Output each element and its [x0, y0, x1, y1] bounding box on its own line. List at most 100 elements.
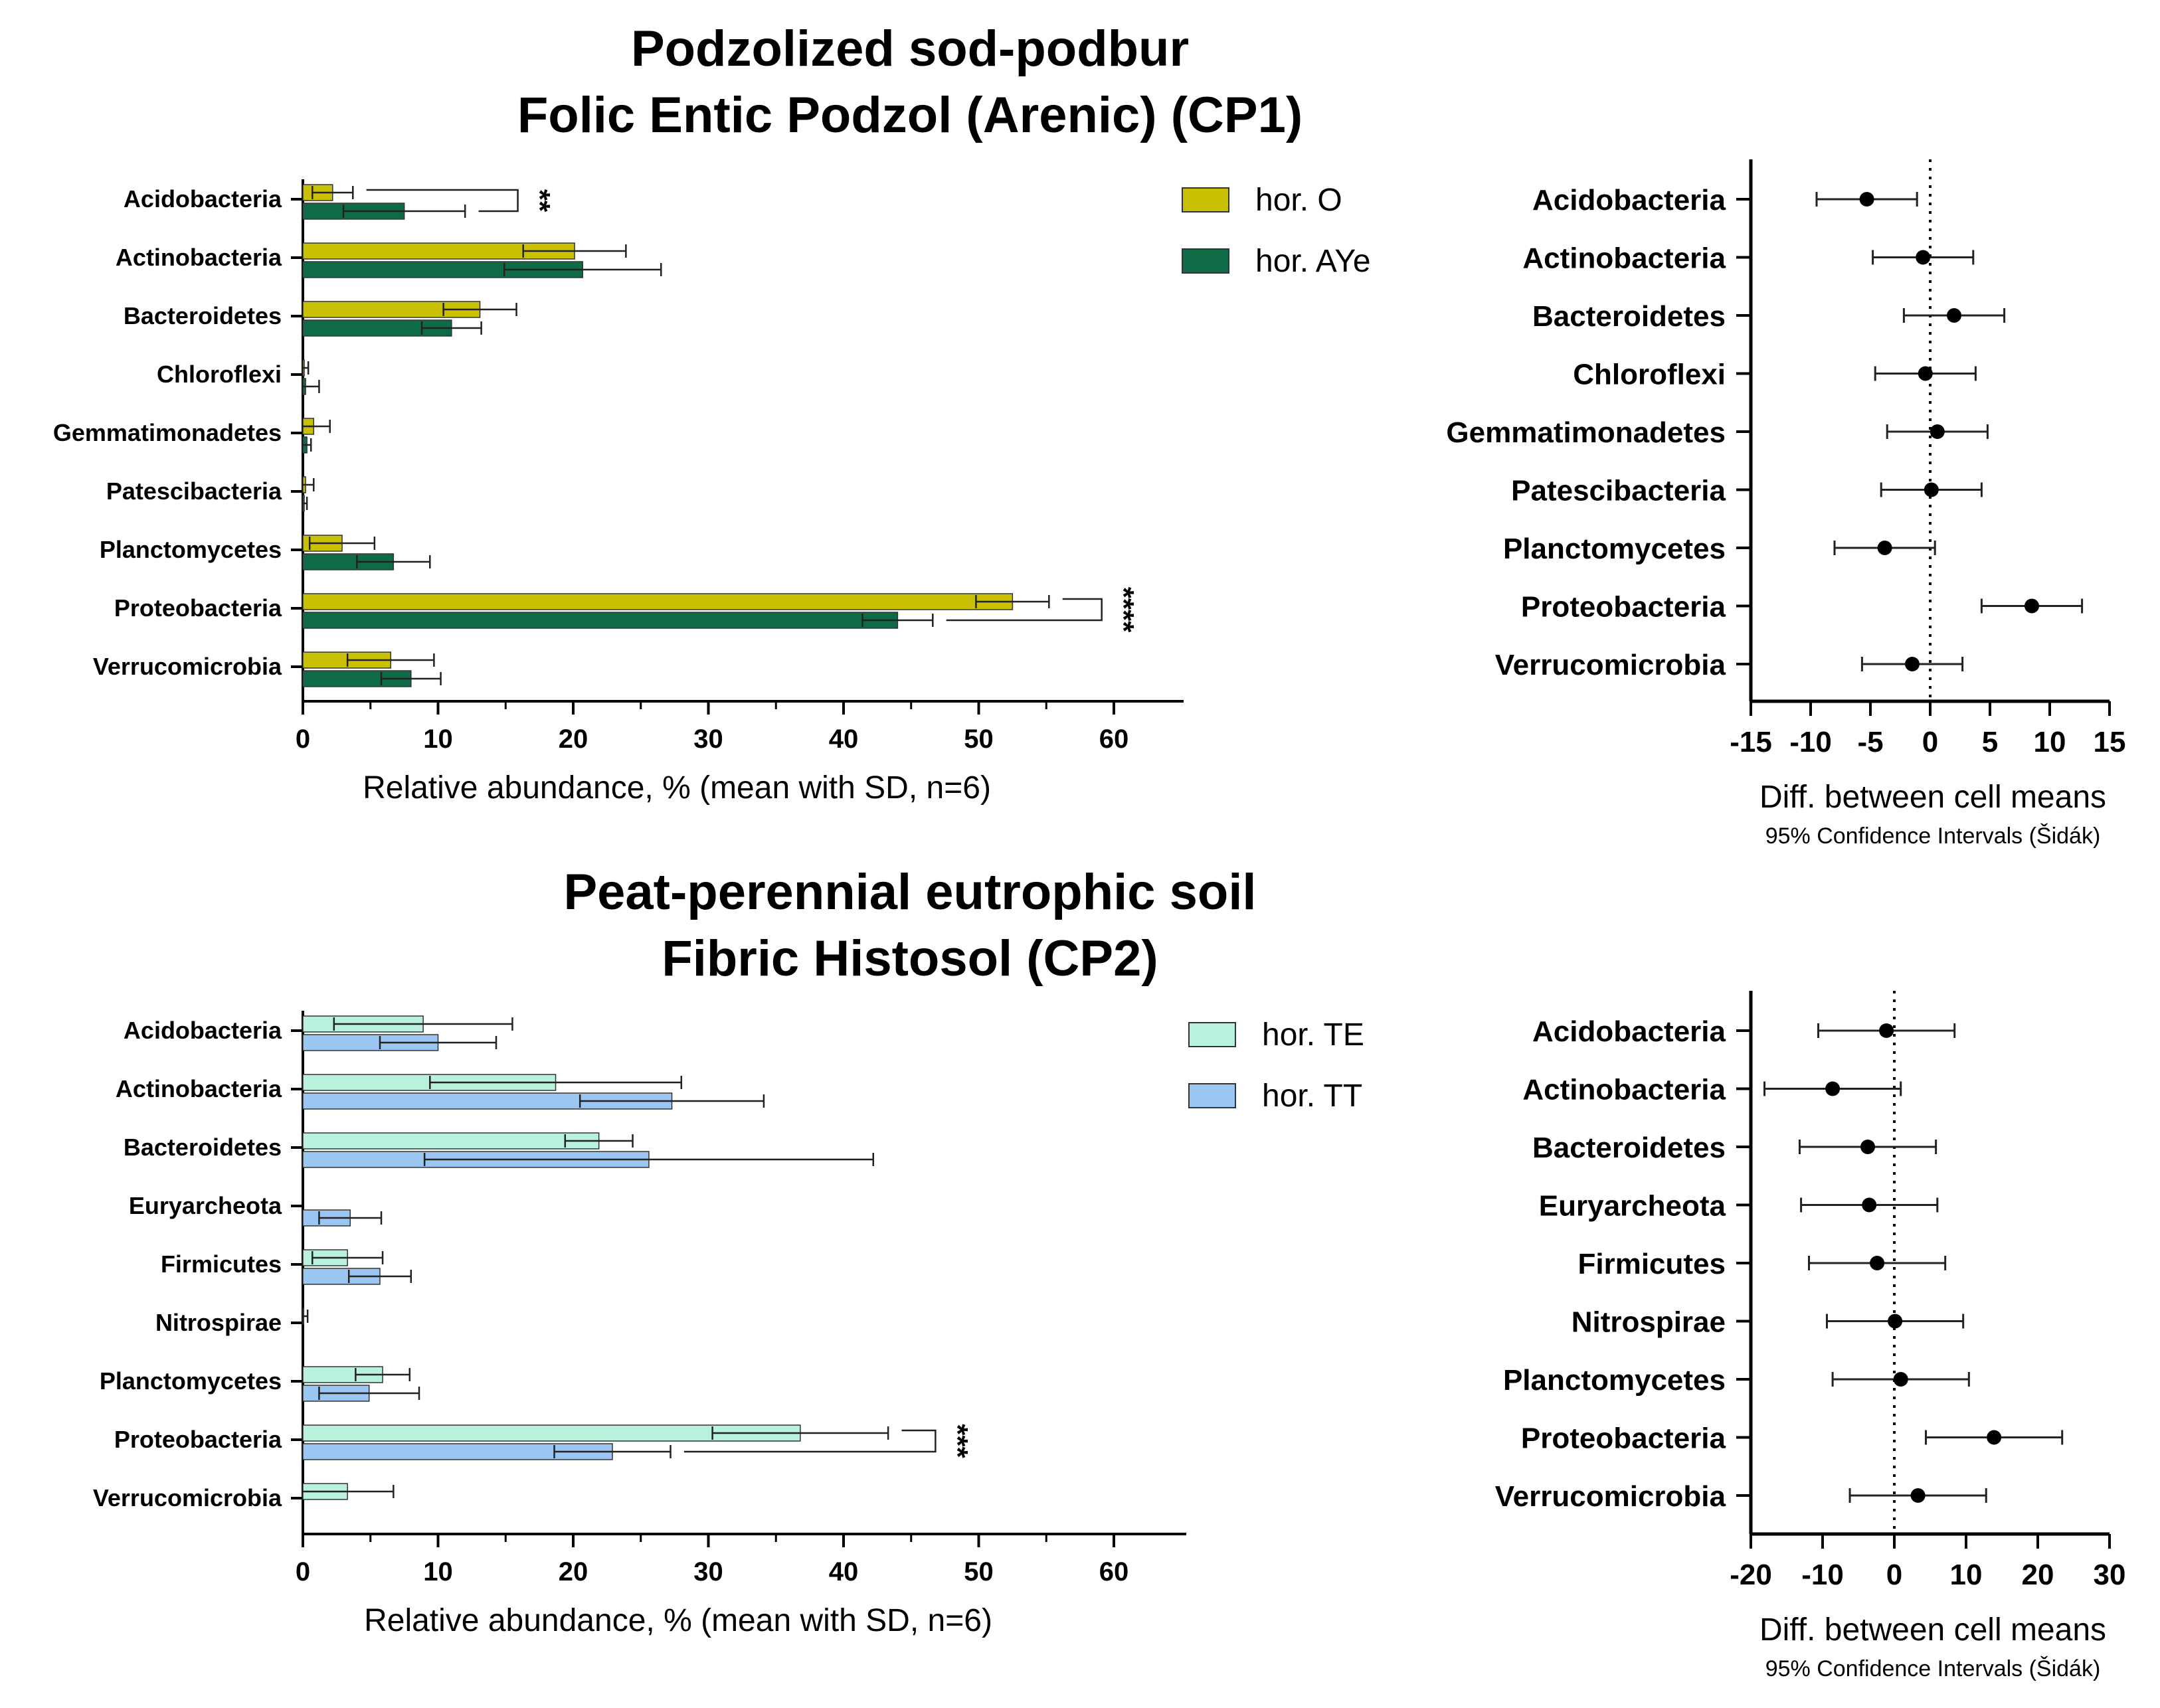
cp1_ci-xtick-label: -5	[1857, 726, 1883, 758]
cp1_bar-category-label: Verrucomicrobia	[93, 653, 282, 680]
cp2_bar-category-label: Actinobacteria	[116, 1075, 282, 1102]
cp2_bar-legend-label: hor. TT	[1262, 1078, 1362, 1114]
cp1_bar-significance-bracket	[946, 598, 1103, 622]
cp2_bar-category-label: Euryarcheota	[129, 1192, 282, 1219]
cp1_bar-x-axis-title: Relative abundance, % (mean with SD, n=6…	[363, 770, 991, 806]
cp2_ci-xtick-label: -10	[1801, 1559, 1844, 1591]
cp2_bar-legend-label: hor. TE	[1262, 1017, 1364, 1053]
cp2_ci-category-label: Nitrospirae	[1572, 1306, 1726, 1339]
cp1_bar-xtick-label: 50	[964, 725, 994, 754]
cp1_bar-xtick-label: 40	[829, 725, 859, 754]
cp1_ci-category-label: Actinobacteria	[1522, 242, 1726, 275]
cp1_bar-significance-bracket	[366, 189, 519, 213]
cp1_bar-category-label: Acidobacteria	[124, 185, 282, 213]
cp1_ci-category-label: Proteobacteria	[1521, 591, 1726, 624]
cp2_bar-xtick-label: 10	[423, 1557, 453, 1586]
cp2_ci-mean-point	[1825, 1081, 1841, 1096]
cp1_ci-xtick-label: 5	[1982, 726, 1998, 758]
cp2_ci-xtick-label: 30	[2094, 1559, 2126, 1591]
cp2_bar-xtick-label: 40	[829, 1557, 859, 1586]
cp2_bar-significance-bracket	[683, 1429, 937, 1453]
cp2_bar-category-label: Planctomycetes	[100, 1367, 282, 1395]
cp2_ci-mean-point	[1893, 1372, 1908, 1387]
cp1_ci-category-label: Chloroflexi	[1573, 359, 1726, 391]
cp2_ci-mean-point	[1888, 1314, 1903, 1329]
cp2_bar-significance-label: ***	[941, 1424, 974, 1458]
cp2_bar-x-axis-title: Relative abundance, % (mean with SD, n=6…	[364, 1603, 992, 1638]
cp1_ci-mean-point	[2025, 598, 2039, 614]
cp2_bar-xtick-label: 50	[964, 1557, 994, 1586]
cp2_ci-mean-point	[1870, 1256, 1885, 1270]
cp1_ci-xtick-label: -10	[1789, 726, 1832, 758]
cp2_ci-mean-point	[1862, 1197, 1877, 1213]
cp1_ci-mean-point	[1947, 308, 1961, 323]
cp2_bar-legend-swatch	[1188, 1022, 1236, 1047]
cp1_bar-legend-swatch	[1182, 187, 1229, 213]
cp2_ci-category-label: Proteobacteria	[1521, 1422, 1726, 1455]
cp1_ci-category-label: Gemmatimonadetes	[1446, 416, 1726, 449]
cp2_ci-category-label: Verrucomicrobia	[1495, 1480, 1726, 1513]
cp2_ci-mean-point	[1860, 1140, 1876, 1154]
cp2_ci-xtick-label: -20	[1730, 1559, 1772, 1591]
cp1_bar-category-label: Chloroflexi	[157, 361, 282, 388]
cp1_ci-category-label: Acidobacteria	[1532, 184, 1726, 216]
cp1_ci-category-label: Verrucomicrobia	[1495, 649, 1726, 681]
cp1_bar-category-label: Gemmatimonadetes	[53, 419, 282, 446]
cp1_bar-category-label: Bacteroidetes	[124, 302, 282, 329]
cp2_bar-category-label: Bacteroidetes	[124, 1134, 282, 1161]
cp1_ci-mean-point	[1916, 250, 1931, 265]
cp1_ci-category-label: Patescibacteria	[1511, 475, 1726, 507]
cp2_bar-legend-swatch	[1188, 1083, 1236, 1108]
cp2_ci-mean-point	[1987, 1430, 2002, 1445]
cp1_ci-xtick-label: 15	[2094, 726, 2126, 758]
cp2_bar-category-label: Verrucomicrobia	[93, 1484, 282, 1511]
cp1_ci-mean-point	[1924, 482, 1939, 497]
cp1_bar-xtick-label: 0	[296, 725, 310, 754]
cp1_ci-xtick-label: 0	[1922, 726, 1938, 758]
cp1_bar-significance-label: ****	[1107, 587, 1140, 633]
cp2_bar-category-label: Firmicutes	[161, 1250, 282, 1278]
cp2_bar-category-label: Nitrospirae	[155, 1309, 282, 1336]
cp2_ci-xtick-label: 0	[1886, 1559, 1902, 1591]
cp2_bar-xtick-label: 30	[693, 1557, 723, 1586]
cp1_bar-xtick-label: 20	[559, 725, 588, 754]
cp1_bar-bar-s1	[302, 593, 1014, 610]
cp1_ci-mean-point	[1918, 366, 1933, 381]
cp1_bar-legend-label: hor. O	[1255, 183, 1342, 218]
top-title-line1: Podzolized sod-podbur	[630, 21, 1190, 77]
bottom-title-line1: Peat-perennial eutrophic soil	[563, 864, 1257, 920]
cp2_bar-xtick-label: 60	[1099, 1557, 1129, 1586]
bottom-title-line2: Fibric Histosol (CP2)	[662, 930, 1158, 987]
cp2_ci-xtick-label: 20	[2022, 1559, 2054, 1591]
cp2_ci-mean-point	[1879, 1023, 1894, 1038]
top-title-line2: Folic Entic Podzol (Arenic) (CP1)	[517, 87, 1303, 143]
cp2_bar-category-label: Proteobacteria	[114, 1426, 282, 1453]
cp2_ci-mean-point	[1910, 1488, 1926, 1503]
cp2_ci-category-label: Firmicutes	[1577, 1248, 1726, 1280]
cp1_ci-mean-point	[1877, 541, 1892, 555]
cp1_bar-xtick-label: 10	[423, 725, 453, 754]
cp1_bar-significance-label: **	[523, 189, 556, 213]
cp2_ci-subtitle: 95% Confidence Intervals (Šidák)	[1765, 1656, 2101, 1681]
cp1_bar-xtick-label: 30	[693, 725, 723, 754]
cp1_ci-mean-point	[1859, 192, 1874, 207]
cp2_ci-xtick-label: 10	[1950, 1559, 1983, 1591]
cp2_ci-x-axis-title: Diff. between cell means	[1759, 1612, 2106, 1648]
cp1_bar-category-label: Planctomycetes	[100, 536, 282, 563]
cp1_ci-mean-point	[1905, 657, 1920, 671]
cp1_bar-category-label: Patescibacteria	[106, 477, 282, 505]
cp2_bar-category-label: Acidobacteria	[124, 1017, 282, 1044]
cp2_bar-xtick-label: 0	[296, 1557, 310, 1586]
cp2_ci-category-label: Bacteroidetes	[1532, 1132, 1726, 1164]
cp1_ci-xtick-label: -15	[1730, 726, 1772, 758]
cp2_bar-bar-s2	[302, 1034, 439, 1051]
cp2_ci-category-label: Acidobacteria	[1532, 1015, 1726, 1048]
cp1_ci-category-label: Bacteroidetes	[1532, 300, 1726, 333]
cp1_bar-legend-swatch	[1182, 248, 1229, 274]
cp1_ci-x-axis-title: Diff. between cell means	[1759, 780, 2106, 815]
cp1_bar-legend-label: hor. AYe	[1255, 244, 1371, 279]
cp1_bar-category-label: Proteobacteria	[114, 594, 282, 622]
cp1_bar-category-label: Actinobacteria	[116, 244, 282, 271]
cp1_ci-category-label: Planctomycetes	[1503, 533, 1726, 565]
